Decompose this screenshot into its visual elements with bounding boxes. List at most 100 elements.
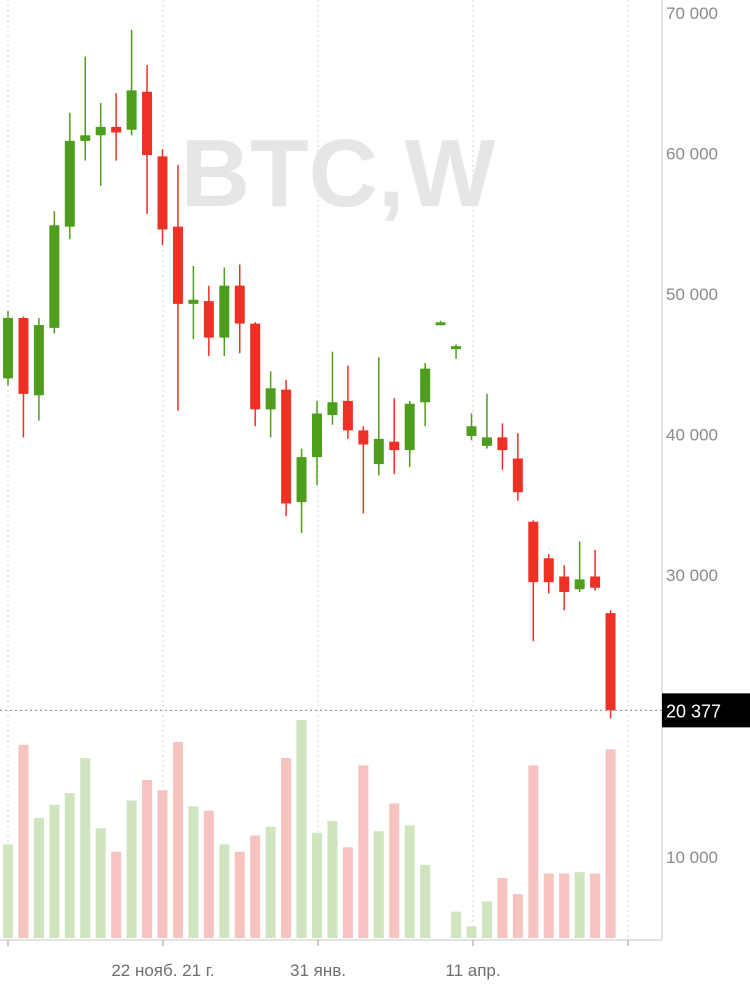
volume-bar <box>266 827 276 938</box>
candle-body <box>528 522 538 582</box>
candle <box>559 565 569 610</box>
volume-bar <box>297 720 307 938</box>
candle-body <box>374 439 384 464</box>
volume-bar <box>606 749 616 938</box>
volume-bar <box>451 912 461 938</box>
candle <box>297 449 307 533</box>
volume-bar <box>219 844 229 938</box>
candle <box>18 317 28 438</box>
volume-bar <box>420 865 430 938</box>
candle-body <box>575 579 585 589</box>
price-tick-label: 30 000 <box>666 566 718 585</box>
candle-body <box>544 558 554 582</box>
candle <box>343 366 353 439</box>
candle-body <box>590 577 600 588</box>
candle <box>158 149 168 245</box>
candle <box>250 322 260 426</box>
candle <box>389 398 399 474</box>
candle <box>49 211 59 333</box>
candle-body <box>65 141 75 227</box>
volume-bar <box>34 818 44 938</box>
candle <box>420 363 430 426</box>
candle <box>266 371 276 437</box>
volume-bar <box>235 852 245 938</box>
candle <box>482 394 492 449</box>
candle-body <box>467 426 477 436</box>
candle <box>80 57 90 161</box>
volume-bar <box>528 765 538 938</box>
volume-bar <box>482 901 492 938</box>
candle <box>3 311 13 385</box>
candle-body <box>482 437 492 445</box>
candle-body <box>49 225 59 328</box>
candle-body <box>204 301 214 338</box>
volume-bar <box>80 758 90 938</box>
candle <box>281 380 291 516</box>
candle <box>312 401 322 485</box>
volume-bar <box>142 780 152 938</box>
candle-body <box>3 318 13 378</box>
candle-body <box>451 346 461 349</box>
volume-bar <box>49 805 59 938</box>
candle <box>142 65 152 214</box>
candle-body <box>312 414 322 458</box>
volume-bar <box>3 844 13 938</box>
price-tick-label: 60 000 <box>666 145 718 164</box>
candle <box>544 554 554 593</box>
candle <box>451 345 461 359</box>
candle <box>497 423 507 469</box>
candle-body <box>127 90 137 129</box>
candle-body <box>111 127 121 133</box>
price-tick-label: 50 000 <box>666 285 718 304</box>
candle <box>188 266 198 339</box>
candle-body <box>497 437 507 450</box>
ticker-watermark: BTC,W <box>181 120 496 227</box>
candle <box>528 520 538 641</box>
candle-body <box>389 442 399 450</box>
candle <box>235 265 245 354</box>
candle <box>590 550 600 591</box>
price-tick-label: 70 000 <box>666 4 718 23</box>
candle-body <box>219 286 229 338</box>
candle <box>34 318 44 421</box>
volume-tick-label: 10 000 <box>666 848 718 867</box>
volume-bar <box>111 852 121 938</box>
candle <box>358 426 368 513</box>
time-tick-label: 11 апр. <box>445 961 500 980</box>
candle <box>327 352 337 425</box>
candle <box>436 321 446 325</box>
candle-body <box>297 457 307 502</box>
volume-bar <box>343 847 353 938</box>
volume-bar <box>389 803 399 938</box>
candle-body <box>343 401 353 431</box>
volume-bar <box>250 836 260 938</box>
candle-body <box>266 388 276 409</box>
volume-bar <box>127 800 137 938</box>
volume-bar <box>374 831 384 938</box>
candle-body <box>250 324 260 410</box>
volume-bars <box>3 720 616 938</box>
volume-bar <box>575 872 585 938</box>
volume-bar <box>358 765 368 938</box>
volume-bar <box>405 825 415 938</box>
volume-bar <box>158 790 168 938</box>
candle-body <box>235 286 245 324</box>
time-tick-label: 31 янв. <box>290 961 346 980</box>
volume-bar <box>281 758 291 938</box>
volume-bar <box>65 793 75 938</box>
price-tick-label: 40 000 <box>666 426 718 445</box>
candle-body <box>188 300 198 304</box>
candle <box>513 433 523 500</box>
candle-body <box>513 459 523 493</box>
candle-body <box>436 322 446 325</box>
candle-body <box>358 430 368 444</box>
candle-body <box>606 613 616 710</box>
candle-body <box>173 227 183 304</box>
volume-bar <box>173 742 183 938</box>
candle <box>65 113 75 239</box>
candle-body <box>327 402 337 415</box>
volume-bar <box>96 828 106 938</box>
candle-body <box>281 390 291 504</box>
